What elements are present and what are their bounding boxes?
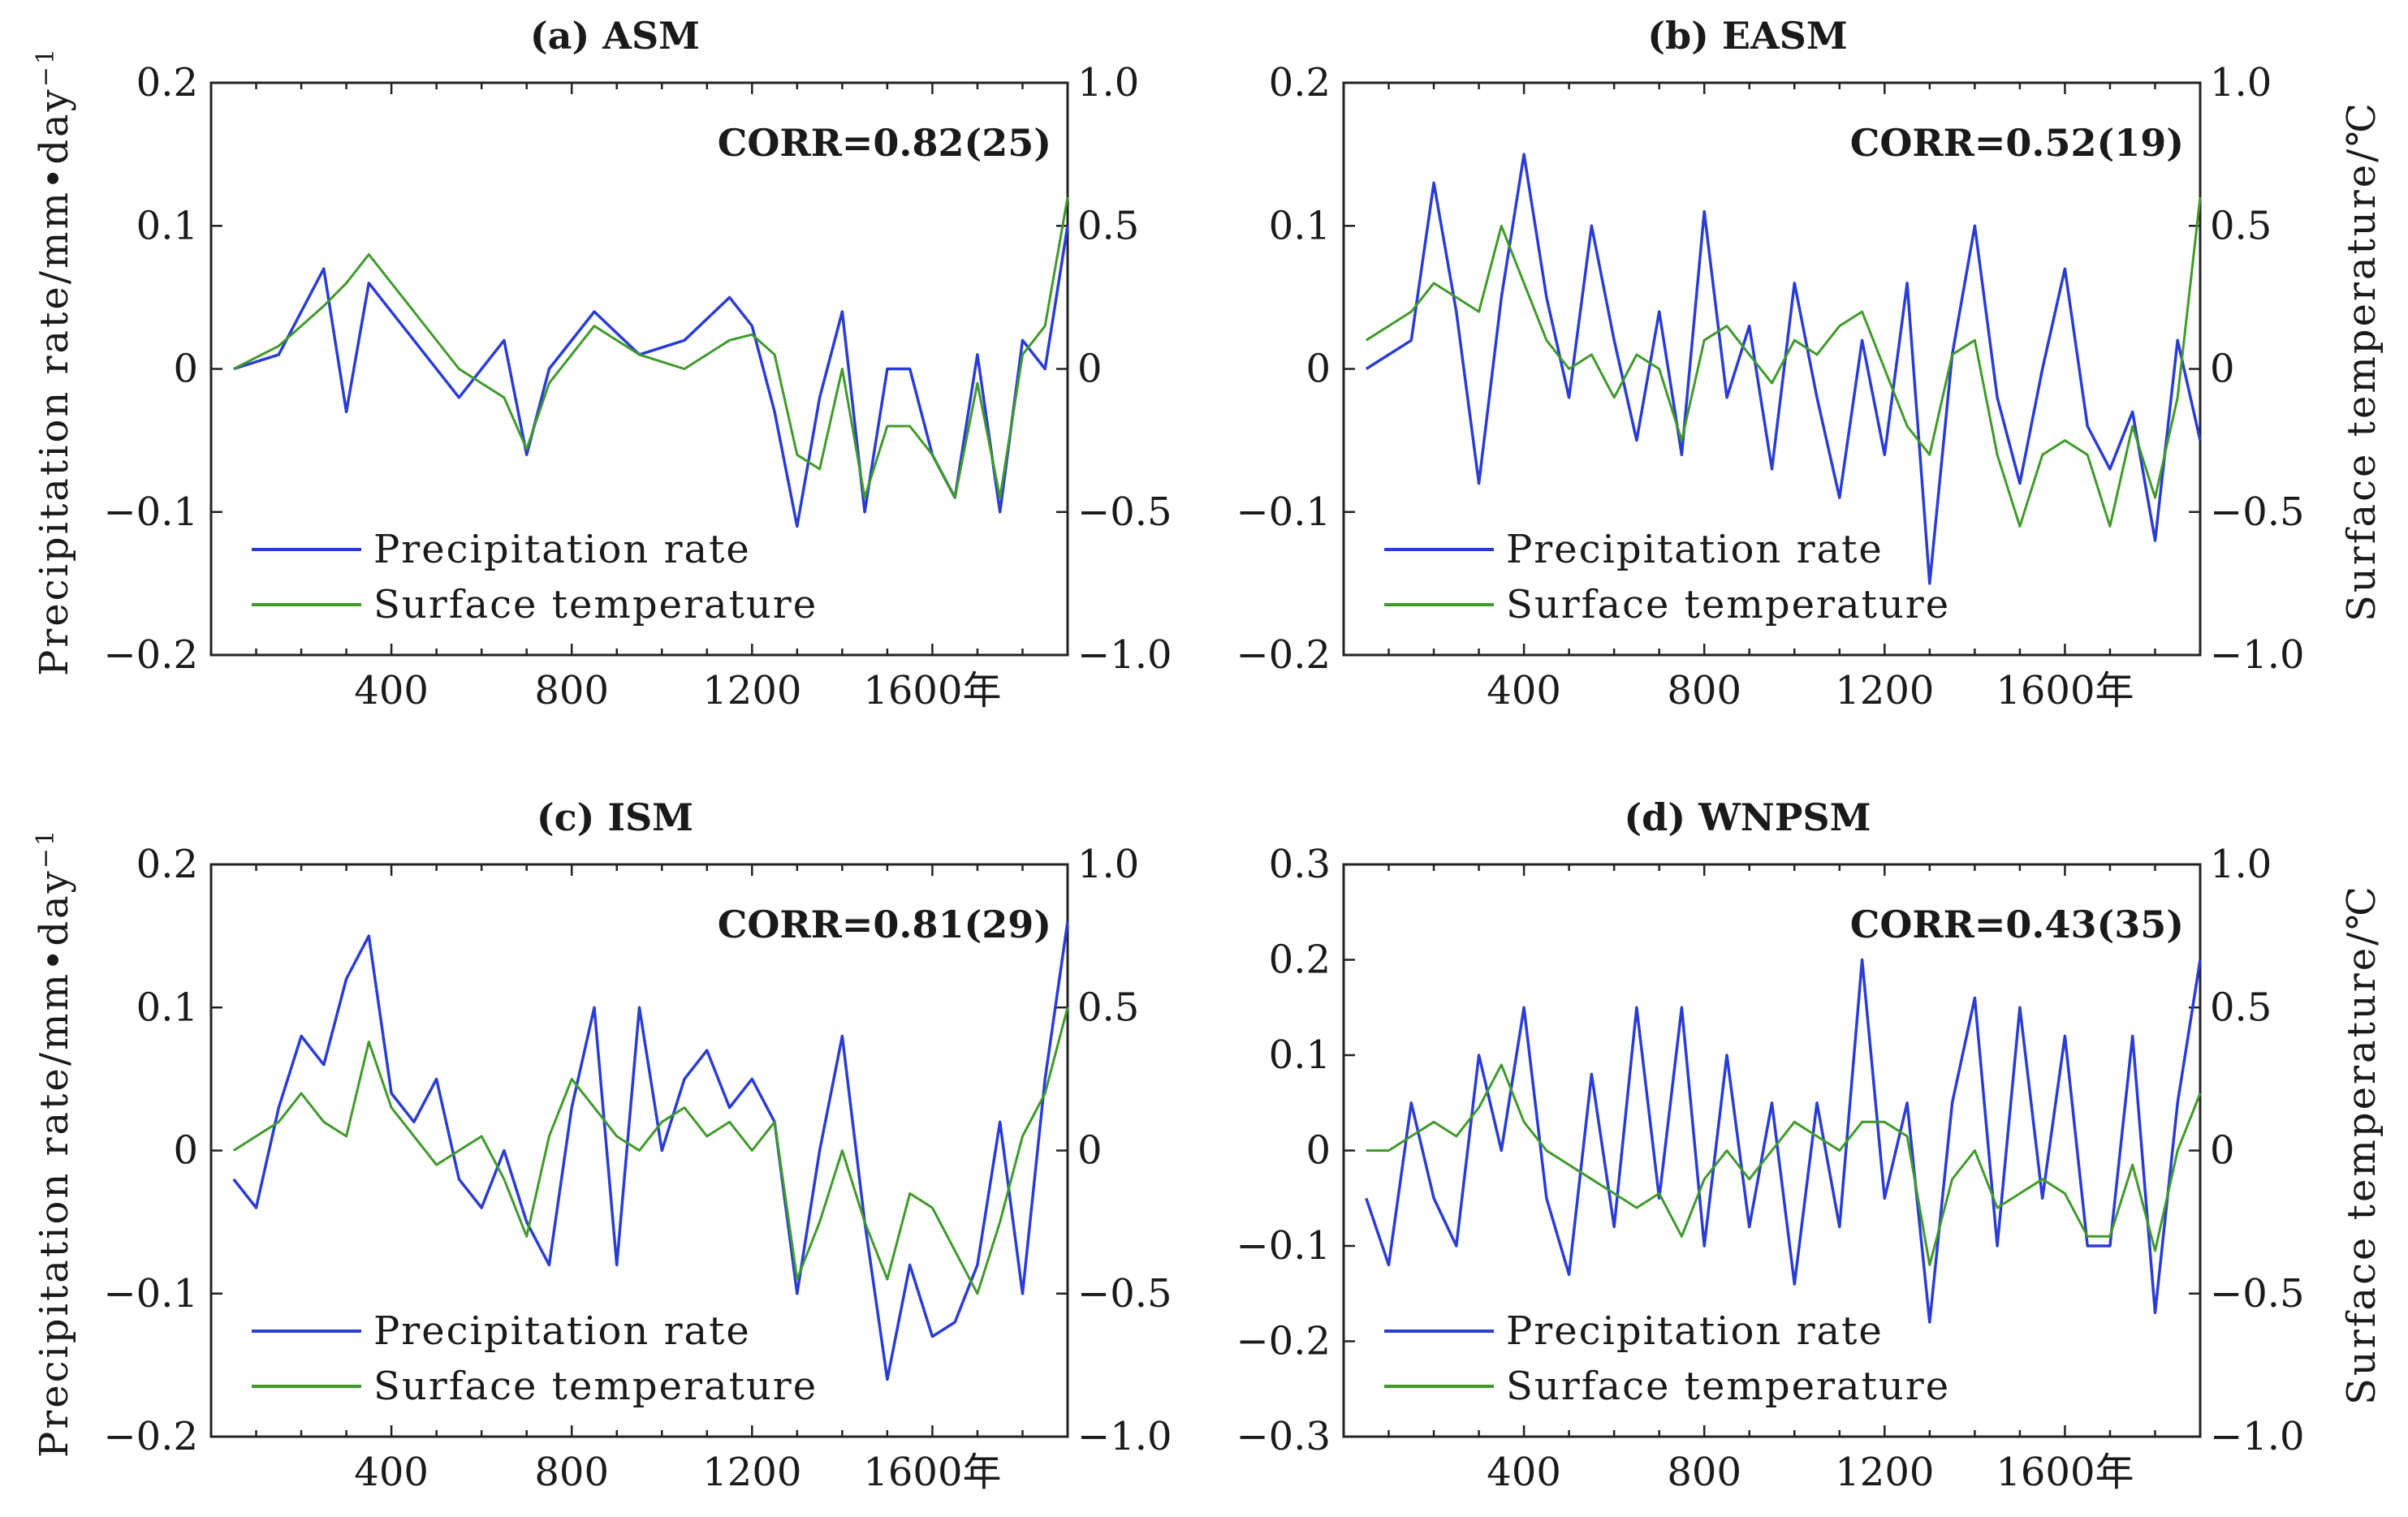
legend-label-precip: Precipitation rate (1506, 1308, 1884, 1354)
x-tick-label: 800 (1667, 668, 1741, 713)
y-right-tick-label: 1.0 (1077, 60, 1139, 106)
panel-c: (c) ISM 400 800 1200 1600年 −0.2 −0.1 0 0.1 0.2 −1.… (103, 795, 1172, 1495)
x-tick-label: 1600年 (1996, 1450, 2134, 1495)
y-right-tick-label: −0.5 (2210, 489, 2305, 535)
legend-label-temp: Surface temperature (373, 582, 818, 627)
precip-line (1365, 153, 2202, 585)
y-left-tick-label: 0.1 (136, 203, 198, 248)
temp-line (1365, 196, 2202, 528)
y-left-tick-label: −0.1 (1236, 1223, 1331, 1269)
y-right-tick-label: 0 (2210, 347, 2235, 392)
x-tick-label: 800 (1667, 1450, 1741, 1495)
x-tick-label: 1200 (702, 1450, 801, 1495)
panel-title: (b) EASM (1647, 14, 1848, 58)
legend-label-precip: Precipitation rate (373, 1308, 751, 1354)
y-right-tick-label: −1.0 (1077, 1414, 1172, 1459)
x-tick-label: 1600年 (863, 1450, 1001, 1495)
temp-line (232, 1006, 1069, 1295)
y-right-tick-label: 1.0 (1077, 842, 1139, 887)
x-tick-label: 400 (1487, 668, 1561, 713)
panel-title: (a) ASM (530, 14, 700, 58)
y-left-tick-label: −0.2 (1236, 632, 1331, 678)
y-right-tick-label: 0.5 (2210, 203, 2272, 248)
x-tick-label: 1600年 (863, 668, 1001, 713)
y-left-tick-label: −0.1 (103, 1271, 198, 1317)
legend-label-temp: Surface temperature (1506, 582, 1950, 627)
y-left-tick-label: 0 (173, 347, 198, 392)
y-left-tick-label: 0.2 (1269, 60, 1331, 106)
y-right-tick-label: 1.0 (2210, 60, 2272, 106)
panel-title: (d) WNPSM (1624, 795, 1871, 839)
y-left-tick-label: 0.2 (136, 60, 198, 106)
y-left-tick-label: −0.2 (1236, 1319, 1331, 1364)
legend-label-temp: Surface temperature (1506, 1364, 1950, 1409)
y-left-tick-label: −0.3 (1236, 1414, 1331, 1459)
right-axis-label-top: Surface temperature/℃ (2339, 101, 2384, 622)
x-tick-label: 400 (1487, 1450, 1561, 1495)
y-left-tick-label: 0.2 (136, 842, 198, 887)
y-right-tick-label: 1.0 (2210, 842, 2272, 887)
y-right-tick-label: 0.5 (2210, 985, 2272, 1030)
y-left-tick-label: −0.1 (103, 489, 198, 535)
panel-title: (c) ISM (537, 795, 693, 839)
y-left-tick-label: 0.1 (1269, 1032, 1331, 1078)
y-left-tick-label: 0.2 (1269, 937, 1331, 983)
left-axis-label-top: Precipitation rate/mm•day−1 (32, 46, 78, 676)
y-right-tick-label: 0.5 (1077, 203, 1139, 248)
x-tick-label: 1600年 (1996, 668, 2134, 713)
y-right-tick-label: −1.0 (1077, 632, 1172, 678)
corr-label: CORR=0.81(29) (718, 903, 1051, 946)
y-right-tick-label: 0.5 (1077, 985, 1139, 1030)
legend-label-temp: Surface temperature (373, 1364, 818, 1409)
precip-line (232, 921, 1069, 1381)
y-left-tick-label: 0.3 (1269, 842, 1331, 887)
x-tick-label: 1200 (702, 668, 801, 713)
panel-d: (d) WNPSM 400 800 1200 1600年 −0.3 −0.2 −0.1 0 0.1… (1236, 795, 2304, 1495)
plot-frame (1342, 81, 2202, 657)
right-axis-label-bottom: Surface temperature/℃ (2339, 884, 2384, 1405)
corr-label: CORR=0.52(19) (1850, 121, 2184, 165)
corr-label: CORR=0.82(25) (718, 121, 1051, 165)
x-tick-label: 800 (534, 1450, 609, 1495)
y-right-tick-label: 0 (1077, 347, 1103, 392)
y-right-tick-label: −0.5 (2210, 1271, 2305, 1317)
x-tick-label: 800 (534, 668, 609, 713)
panel-a: (a) ASM 400 800 1200 1600年 −0.2 −0.1 0 0.1 0.2 −1.… (103, 14, 1172, 713)
precip-line (233, 225, 1069, 528)
y-right-tick-label: −0.5 (1077, 1271, 1172, 1317)
y-right-tick-label: 0 (1077, 1128, 1103, 1174)
x-tick-label: 400 (354, 668, 429, 713)
legend-label-precip: Precipitation rate (373, 527, 751, 572)
left-axis-label-bottom: Precipitation rate/mm•day−1 (32, 828, 78, 1458)
x-tick-label: 400 (354, 1450, 429, 1495)
y-right-tick-label: −1.0 (2210, 632, 2305, 678)
y-left-tick-label: −0.2 (103, 632, 198, 678)
legend-label-precip: Precipitation rate (1506, 527, 1884, 572)
x-tick-label: 1200 (1835, 1450, 1934, 1495)
temp-line (233, 196, 1069, 499)
y-left-tick-label: 0 (1305, 347, 1331, 392)
y-left-tick-label: −0.2 (103, 1414, 198, 1459)
y-left-tick-label: −0.1 (1236, 489, 1331, 535)
precip-line (1365, 958, 2202, 1324)
y-left-tick-label: 0.1 (136, 985, 198, 1030)
y-left-tick-label: 0 (173, 1128, 198, 1174)
temp-line (1366, 1063, 2202, 1266)
y-left-tick-label: 0 (1305, 1128, 1331, 1174)
y-left-tick-label: 0.1 (1269, 203, 1331, 248)
x-tick-label: 1200 (1835, 668, 1934, 713)
panel-b: (b) EASM 400 800 1200 1600年 −0.2 −0.1 0 0.1 0.2 −1… (1236, 14, 2304, 713)
y-right-tick-label: −1.0 (2210, 1414, 2305, 1459)
y-right-tick-label: −0.5 (1077, 489, 1172, 535)
y-right-tick-label: 0 (2210, 1128, 2235, 1174)
corr-label: CORR=0.43(35) (1850, 903, 2184, 946)
